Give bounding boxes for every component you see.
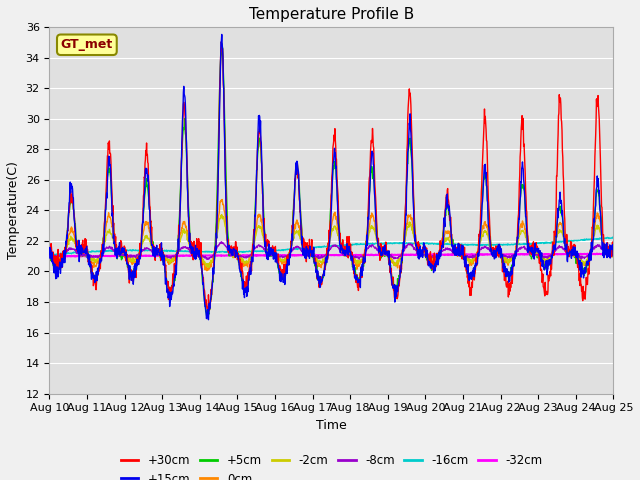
Text: GT_met: GT_met xyxy=(61,38,113,51)
X-axis label: Time: Time xyxy=(316,419,347,432)
Title: Temperature Profile B: Temperature Profile B xyxy=(249,7,414,22)
Y-axis label: Temperature(C): Temperature(C) xyxy=(7,161,20,259)
Legend: +30cm, +15cm, +5cm, 0cm, -2cm, -8cm, -16cm, -32cm: +30cm, +15cm, +5cm, 0cm, -2cm, -8cm, -16… xyxy=(116,449,547,480)
